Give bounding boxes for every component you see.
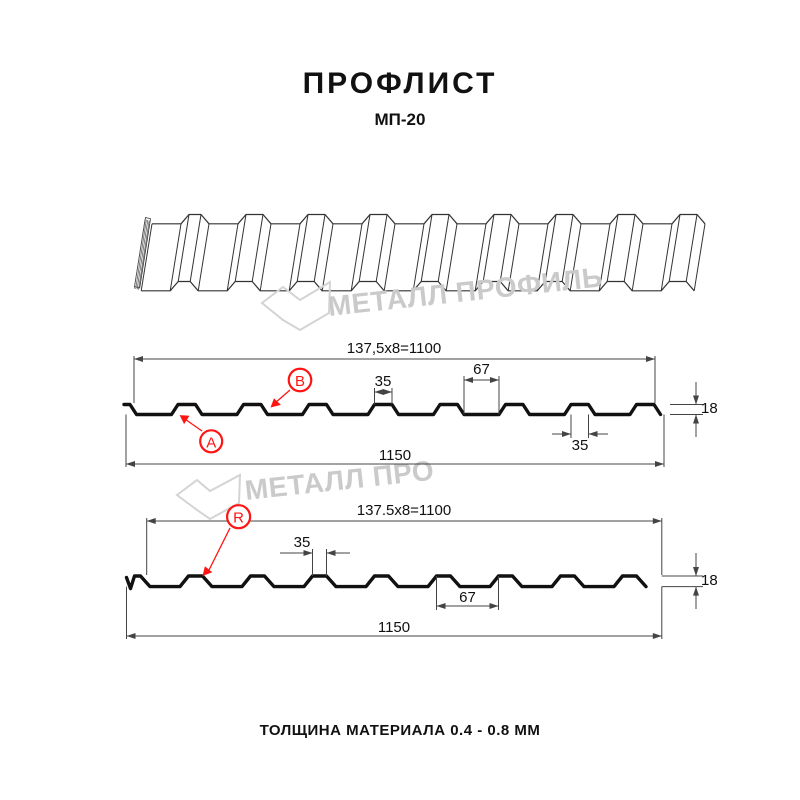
svg-text:137.5x8=1100: 137.5x8=1100: [357, 502, 451, 519]
svg-text:18: 18: [701, 400, 718, 417]
svg-text:35: 35: [294, 534, 311, 551]
svg-text:1150: 1150: [378, 619, 410, 636]
svg-text:67: 67: [473, 361, 490, 378]
svg-text:B: B: [295, 373, 305, 390]
svg-text:35: 35: [375, 373, 392, 390]
svg-text:35: 35: [572, 437, 589, 454]
svg-text:A: A: [206, 435, 216, 452]
svg-text:18: 18: [701, 572, 718, 589]
svg-text:137,5x8=1100: 137,5x8=1100: [347, 340, 441, 357]
svg-text:МЕТАЛЛ ПРОФИЛЬ: МЕТАЛЛ ПРОФИЛЬ: [326, 261, 604, 322]
svg-text:R: R: [233, 510, 244, 527]
svg-text:67: 67: [459, 589, 476, 606]
svg-text:1150: 1150: [379, 447, 411, 464]
